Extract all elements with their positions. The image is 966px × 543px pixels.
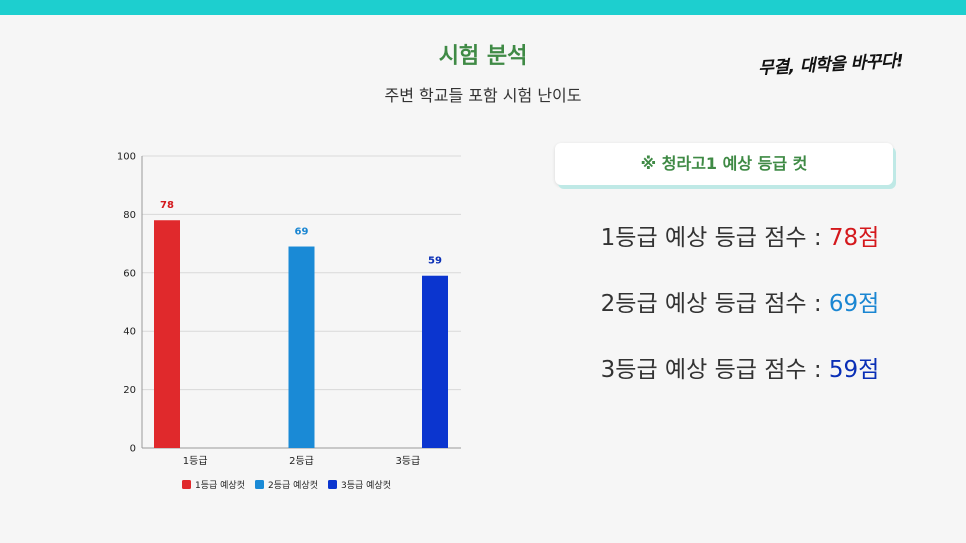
y-tick-label: 0 xyxy=(130,444,136,455)
y-tick-label: 80 xyxy=(123,210,136,221)
legend-label: 1등급 예상컷 xyxy=(195,480,245,491)
legend-label: 3등급 예상컷 xyxy=(341,480,391,491)
x-tick-label: 2등급 xyxy=(289,455,314,467)
x-tick-label: 1등급 xyxy=(183,455,208,467)
grade-cut-chart: 0 20 40 60 80 100 78 1등급 69 2등급 59 3등급 1등급 예상컷 2등급 예상… xyxy=(117,152,461,491)
x-tick-label: 3등급 xyxy=(395,455,420,467)
score-line-grade3: 3등급 예상 등급 점수 : 59점 xyxy=(560,350,920,384)
bar xyxy=(422,275,448,448)
y-tick-label: 40 xyxy=(123,327,136,338)
legend-swatch xyxy=(182,480,191,489)
score-label: 1등급 예상 등급 점수 : xyxy=(600,225,829,251)
score-label: 3등급 예상 등급 점수 : xyxy=(600,357,829,383)
data-label: 78 xyxy=(160,200,174,211)
page-subtitle: 주변 학교들 포함 시험 난이도 xyxy=(384,86,582,105)
score-label: 2등급 예상 등급 점수 : xyxy=(600,291,829,317)
data-label: 59 xyxy=(428,256,442,267)
y-tick-label: 60 xyxy=(123,268,136,279)
score-line-grade2: 2등급 예상 등급 점수 : 69점 xyxy=(560,284,920,318)
score-value: 69점 xyxy=(828,291,880,317)
score-value: 59점 xyxy=(828,357,880,383)
top-accent-bar xyxy=(0,0,966,15)
page-title: 시험 분석 xyxy=(438,44,528,69)
y-tick-label: 20 xyxy=(123,385,136,396)
bar xyxy=(154,220,180,448)
legend-swatch xyxy=(255,480,264,489)
data-label: 69 xyxy=(295,227,309,238)
legend-label: 2등급 예상컷 xyxy=(268,480,318,491)
score-line-grade1: 1등급 예상 등급 점수 : 78점 xyxy=(560,218,920,252)
grade-cut-header: ※ 청라고1 예상 등급 컷 xyxy=(555,143,893,185)
bar xyxy=(288,246,315,448)
score-value: 78점 xyxy=(828,225,880,251)
legend-swatch xyxy=(328,480,337,489)
y-tick-label: 100 xyxy=(117,152,136,163)
